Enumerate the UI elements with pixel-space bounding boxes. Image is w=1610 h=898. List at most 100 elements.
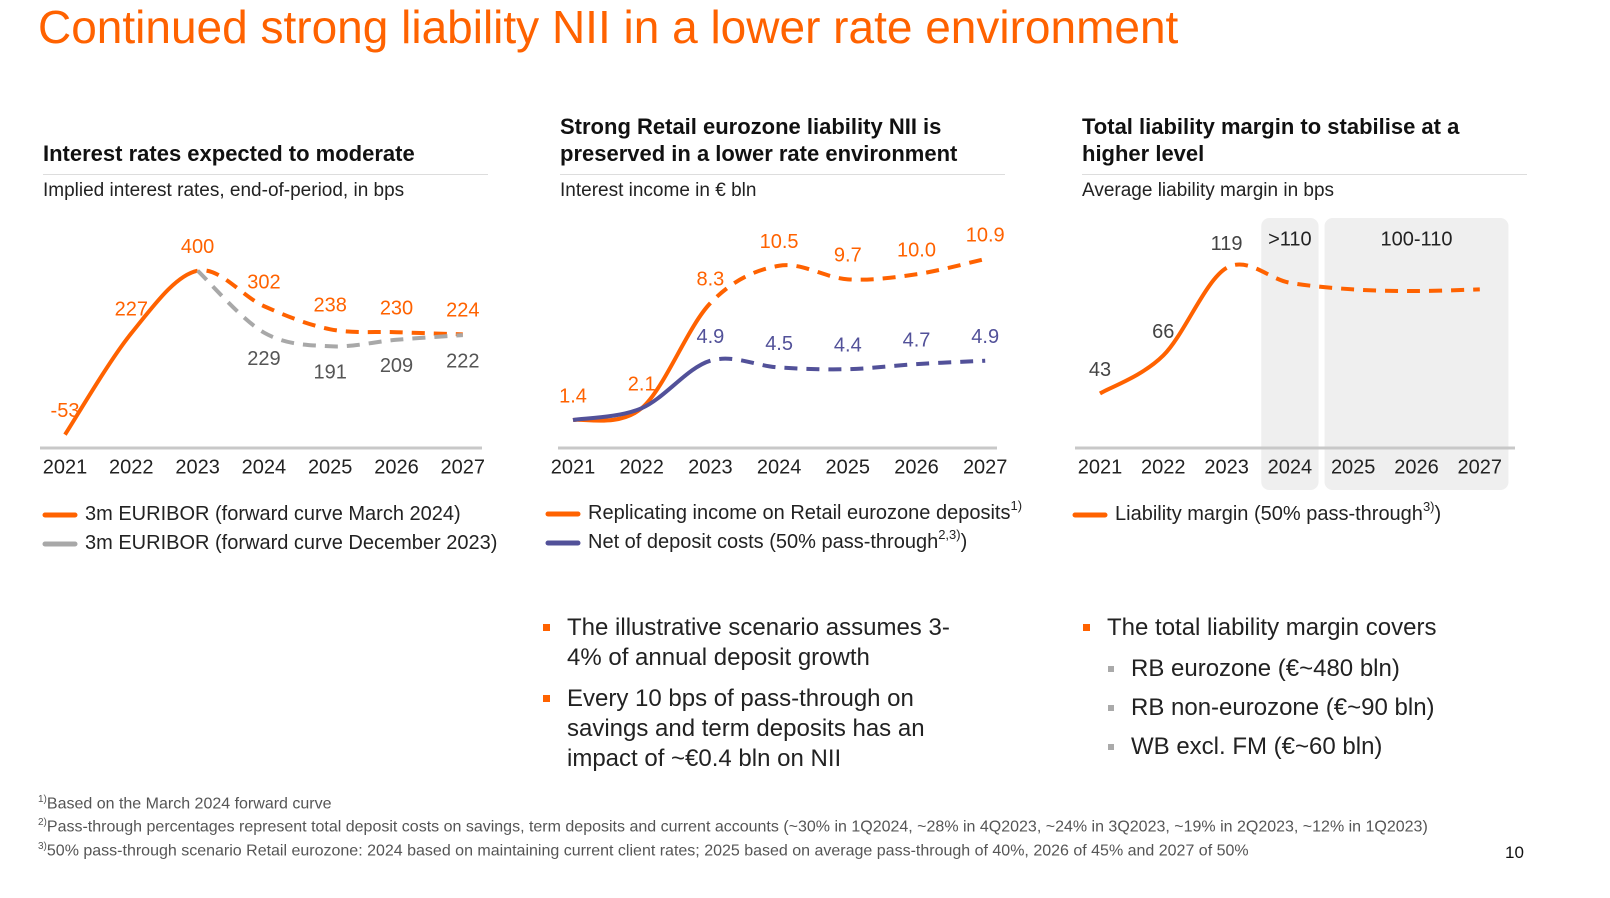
data-label: 224 [446, 300, 479, 322]
data-label: 4.5 [765, 333, 793, 355]
data-label: 66 [1152, 321, 1174, 343]
series-line [1098, 262, 1480, 396]
chart-title: Interest rates expected to moderate [43, 141, 415, 166]
data-label: 8.3 [696, 268, 724, 290]
chart-title: Total liability margin to stabilise at a… [1082, 114, 1460, 166]
legend-name: Net of deposit costs (50% pass-through [588, 531, 938, 553]
footnote-mark: 1) [38, 794, 47, 805]
data-label: 10.9 [966, 224, 1005, 246]
x-tick-label: 2022 [109, 456, 154, 478]
x-tick-label: 2024 [1268, 456, 1313, 478]
x-tick-label: 2021 [43, 456, 88, 478]
slide-title: Continued strong liability NII in a lowe… [38, 1, 1179, 53]
data-label: 119 [1211, 233, 1243, 255]
data-label: 400 [181, 236, 214, 258]
page-number: 10 [1505, 843, 1524, 862]
legend-name: 3m EURIBOR (forward curve December 2023) [85, 532, 497, 554]
title-separator [43, 174, 488, 175]
x-tick-label: 2025 [826, 456, 871, 478]
sub-bullet: WB excl. FM (€~60 bln) [1083, 732, 1523, 762]
series-line [572, 356, 986, 423]
title-separator [1082, 174, 1527, 175]
x-tick-label: 2021 [1078, 456, 1123, 478]
x-tick-label: 2026 [374, 456, 419, 478]
footnote: 1)Based on the March 2024 forward curve [38, 790, 1478, 813]
footnote-text: 50% pass-through scenario Retail eurozon… [46, 841, 1249, 859]
x-tick-label: 2023 [1204, 456, 1249, 478]
x-tick-label: 2025 [1331, 456, 1376, 478]
series-line [196, 269, 463, 349]
bullet: Every 10 bps of pass-through on savings … [543, 684, 963, 774]
sub-bullet: RB eurozone (€~480 bln) [1083, 654, 1523, 684]
footnotes: 1)Based on the March 2024 forward curve 2… [38, 790, 1478, 860]
legend-name-end: ) [1435, 503, 1442, 525]
data-label: 4.9 [971, 326, 999, 348]
sub-bullet: RB non-eurozone (€~90 bln) [1083, 693, 1523, 723]
chart-title: Strong Retail eurozone liability NII is … [560, 114, 958, 166]
data-label: 302 [247, 271, 280, 293]
data-label: 9.7 [834, 245, 862, 267]
chart-subtitle: Interest income in € bln [560, 180, 757, 201]
range-label: 100-110 [1381, 228, 1453, 250]
legend-name-end: ) [961, 531, 968, 553]
data-label: 238 [314, 295, 347, 317]
legend-label: 3m EURIBOR (forward curve December 2023) [85, 532, 497, 554]
x-tick-label: 2027 [963, 456, 1008, 478]
x-tick-label: 2024 [242, 456, 287, 478]
legend-name: 3m EURIBOR (forward curve March 2024) [85, 503, 461, 525]
data-label: 4.7 [903, 329, 931, 351]
data-label: 227 [115, 299, 148, 321]
data-label: 4.9 [696, 326, 724, 348]
footnote: 2)Pass-through percentages represent tot… [38, 813, 1478, 836]
x-tick-label: 2027 [1458, 456, 1503, 478]
bullet: The illustrative scenario assumes 3-4% o… [543, 613, 963, 673]
title-separator [560, 174, 1005, 175]
data-label: 222 [446, 350, 479, 372]
data-label: 4.4 [834, 334, 862, 356]
x-tick-label: 2021 [551, 456, 596, 478]
legend-label: Net of deposit costs (50% pass-through2,… [588, 527, 967, 553]
data-label: 209 [380, 355, 413, 377]
bullets-right: The total liability margin covers RB euro… [1083, 613, 1523, 762]
x-tick-label: 2023 [688, 456, 733, 478]
chart-subtitle: Implied interest rates, end-of-period, i… [43, 180, 405, 201]
footnote-text: Based on the March 2024 forward curve [46, 795, 332, 813]
legend-note: 2,3) [938, 527, 960, 542]
series-line [63, 268, 463, 436]
x-tick-label: 2025 [308, 456, 353, 478]
range-label: >110 [1268, 228, 1312, 250]
data-label: 10.0 [897, 240, 936, 262]
x-tick-label: 2022 [619, 456, 664, 478]
footnote-text: Pass-through percentages represent total… [46, 818, 1428, 836]
x-tick-label: 2023 [175, 456, 220, 478]
x-tick-label: 2026 [894, 456, 939, 478]
data-label: 10.5 [760, 231, 799, 253]
x-tick-label: 2022 [1141, 456, 1186, 478]
x-tick-label: 2027 [441, 456, 486, 478]
data-label: 2.1 [628, 373, 656, 395]
bullet: The total liability margin covers [1083, 613, 1523, 643]
footnote-mark: 2) [38, 817, 47, 829]
data-label: 229 [247, 348, 280, 370]
bullets-middle: The illustrative scenario assumes 3-4% o… [543, 613, 963, 785]
footnote-mark: 3) [38, 840, 47, 852]
legend-label: Replicating income on Retail eurozone de… [588, 498, 1022, 524]
data-label: 191 [314, 362, 347, 384]
x-tick-label: 2026 [1394, 456, 1439, 478]
legend-label: 3m EURIBOR (forward curve March 2024) [85, 503, 461, 525]
chart-subtitle: Average liability margin in bps [1082, 180, 1335, 201]
data-label: 43 [1089, 359, 1111, 381]
data-label: 1.4 [559, 385, 587, 407]
legend-name: Replicating income on Retail eurozone de… [588, 502, 1010, 524]
x-tick-label: 2024 [757, 456, 802, 478]
data-label: -53 [51, 400, 80, 422]
legend-label: Liability margin (50% pass-through3)) [1115, 499, 1441, 525]
legend-note: 1) [1010, 498, 1022, 513]
legend-name: Liability margin (50% pass-through [1115, 503, 1423, 525]
shaded-range [1324, 218, 1509, 490]
data-label: 230 [380, 297, 413, 319]
legend-note: 3) [1423, 499, 1435, 514]
footnote: 3)50% pass-through scenario Retail euroz… [38, 837, 1478, 860]
